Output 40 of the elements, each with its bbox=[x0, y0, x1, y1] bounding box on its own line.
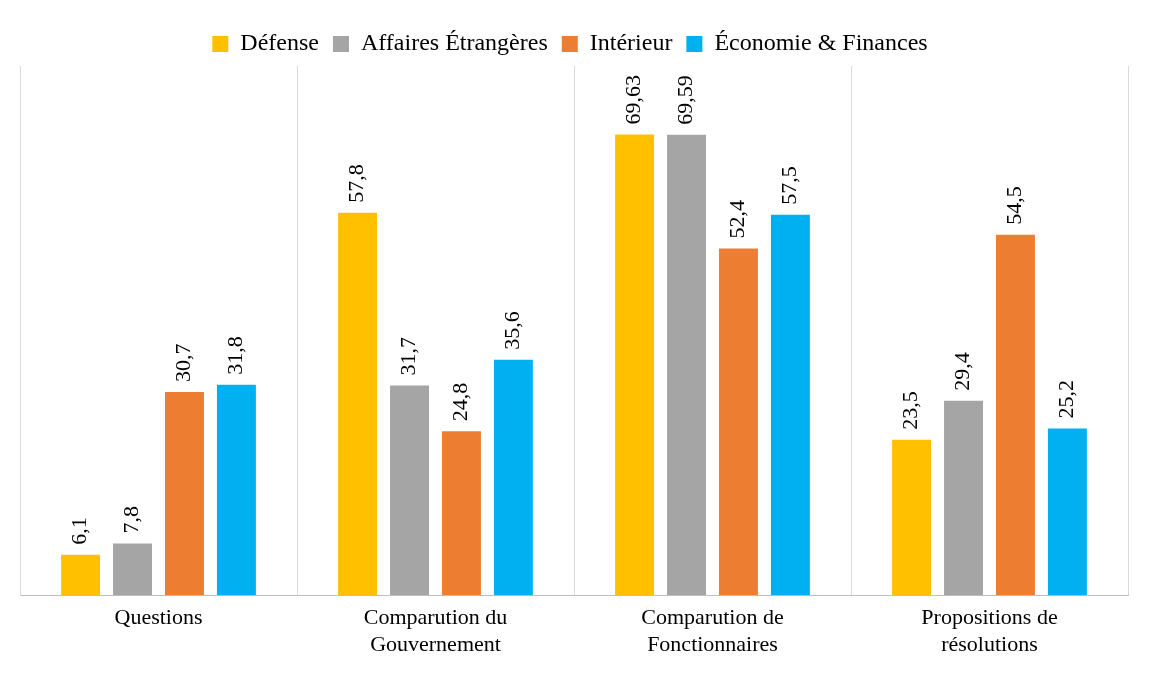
bar bbox=[770, 214, 810, 596]
x-tick-label: Comparution de Fonctionnaires bbox=[641, 604, 784, 656]
data-label: 30,7 bbox=[170, 343, 196, 383]
bar bbox=[667, 134, 707, 596]
bar bbox=[216, 384, 256, 596]
bar bbox=[892, 439, 932, 596]
x-tick-label: Questions bbox=[114, 604, 203, 630]
bar bbox=[1047, 428, 1087, 596]
bar bbox=[718, 248, 758, 596]
bar bbox=[615, 134, 655, 596]
data-label: 69,63 bbox=[620, 75, 646, 125]
bar bbox=[944, 400, 984, 596]
data-label: 57,8 bbox=[343, 164, 369, 203]
bar bbox=[441, 431, 481, 596]
data-label: 54,5 bbox=[1001, 186, 1027, 225]
data-label: 52,4 bbox=[724, 200, 750, 239]
bar bbox=[995, 234, 1035, 596]
x-tick-label: Comparution du Gouvernement bbox=[363, 604, 508, 656]
data-label: 24,8 bbox=[447, 382, 473, 422]
data-label: 57,5 bbox=[776, 166, 802, 205]
data-label: 69,59 bbox=[672, 75, 698, 125]
bar bbox=[338, 212, 378, 596]
data-label: 25,2 bbox=[1053, 380, 1079, 419]
data-label: 6,1 bbox=[66, 517, 92, 545]
data-label: 7,8 bbox=[118, 506, 144, 534]
bar bbox=[493, 359, 533, 596]
x-tick-label: Propositions de résolutions bbox=[921, 604, 1058, 656]
legend-label: Affaires Étrangères bbox=[360, 29, 548, 56]
data-label: 31,7 bbox=[395, 337, 421, 376]
legend-label: Intérieur bbox=[589, 29, 673, 56]
data-label: 29,4 bbox=[949, 352, 975, 391]
bar bbox=[61, 554, 101, 596]
bar bbox=[113, 543, 153, 596]
legend-label: Économie & Finances bbox=[714, 29, 928, 56]
bar bbox=[164, 392, 204, 596]
bar bbox=[390, 385, 430, 596]
data-label: 31,8 bbox=[222, 336, 248, 375]
data-label: 23,5 bbox=[897, 391, 923, 430]
data-label: 35,6 bbox=[499, 311, 525, 350]
legend-label: Défense bbox=[240, 29, 319, 56]
